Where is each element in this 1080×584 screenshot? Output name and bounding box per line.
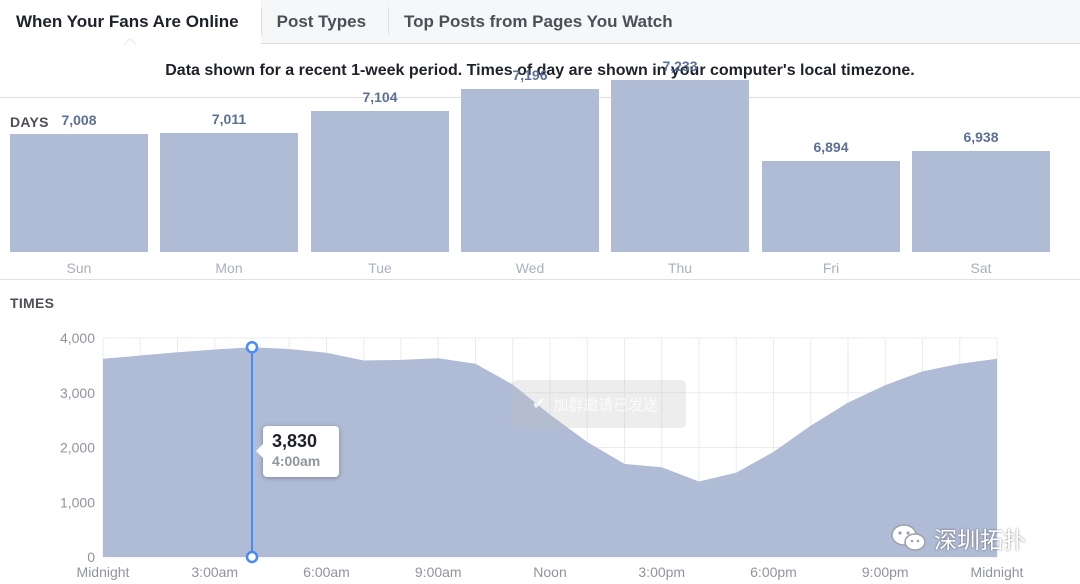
day-label: Tue xyxy=(368,260,392,276)
highlight-point-bottom xyxy=(245,550,259,564)
x-tick-label: 9:00am xyxy=(415,564,462,580)
x-tick-label: 3:00pm xyxy=(638,564,685,580)
times-area-chart: 0 1,000 2,000 3,000 4,000 Midnight 3:00am 6:00a… xyxy=(60,330,1024,580)
day-label: Sat xyxy=(970,260,992,276)
x-tick-label: 9:00pm xyxy=(862,564,909,580)
day-value: 7,196 xyxy=(512,66,548,83)
tab-label: Post Types xyxy=(276,11,367,31)
y-tick-label: 0 xyxy=(87,549,95,565)
wechat-icon xyxy=(891,524,926,551)
day-label: Wed xyxy=(515,260,545,276)
watermark-text: 深圳拓扑 xyxy=(934,527,1026,553)
day-value: 7,233 xyxy=(662,58,698,75)
day-column[interactable]: 7,104 Tue xyxy=(311,89,449,278)
day-label: Thu xyxy=(667,260,693,276)
day-label: Mon xyxy=(215,260,243,276)
day-column[interactable]: 6,938 Sat xyxy=(912,128,1050,278)
tab-when-fans-online[interactable]: When Your Fans Are Online xyxy=(0,0,261,45)
day-bar xyxy=(461,88,599,252)
day-value: 6,938 xyxy=(963,128,999,145)
day-label: Sun xyxy=(66,260,92,276)
x-tick-label: 3:00am xyxy=(191,564,238,580)
y-tick-label: 1,000 xyxy=(60,494,95,510)
watermark: 深圳拓扑 xyxy=(890,521,1026,555)
day-bar xyxy=(311,111,449,252)
insights-tab-bar: When Your Fans Are Online Post Types Top… xyxy=(0,0,1080,45)
checkmark-icon: ✔ xyxy=(532,396,546,413)
day-column[interactable]: 7,011 Mon xyxy=(160,111,298,278)
day-value: 7,104 xyxy=(362,89,398,106)
tab-top-posts-pages-watch[interactable]: Top Posts from Pages You Watch xyxy=(388,0,695,43)
x-tick-label: Noon xyxy=(533,564,566,580)
times-section-title: TIMES xyxy=(10,295,55,311)
x-tick-label: Midnight xyxy=(77,564,130,580)
days-section-title: DAYS xyxy=(10,114,49,130)
x-tick-label: Midnight xyxy=(971,564,1024,580)
tooltip-value: 3,830 xyxy=(272,431,318,451)
day-column[interactable]: 6,894 Fri xyxy=(762,130,900,278)
y-tick-label: 3,000 xyxy=(60,385,95,401)
tab-post-types[interactable]: Post Types xyxy=(260,0,388,43)
day-column[interactable]: 7,008 Sun xyxy=(10,112,148,278)
tab-label: When Your Fans Are Online xyxy=(16,12,239,31)
x-tick-label: 6:00pm xyxy=(750,564,797,580)
y-tick-label: 4,000 xyxy=(60,330,95,346)
toast-text: 加群邀请已发送 xyxy=(553,396,659,414)
day-value: 7,008 xyxy=(61,112,97,129)
tab-label: Top Posts from Pages You Watch xyxy=(404,11,673,31)
day-bar xyxy=(611,80,749,252)
day-column[interactable]: 7,233 Thu xyxy=(611,58,749,278)
day-bar xyxy=(912,150,1050,252)
day-bar xyxy=(160,133,298,252)
day-label: Fri xyxy=(822,260,840,276)
day-bar xyxy=(10,134,148,252)
section-divider xyxy=(0,279,1080,280)
chart-tooltip: 3,830 4:00am xyxy=(256,426,339,477)
tooltip-time: 4:00am xyxy=(272,453,321,469)
day-bar xyxy=(762,161,900,252)
toast-notification: ✔ 加群邀请已发送 xyxy=(512,380,686,428)
day-value: 7,011 xyxy=(211,111,247,128)
day-value: 6,894 xyxy=(813,139,849,156)
day-column[interactable]: 7,196 Wed xyxy=(461,67,599,278)
times-area-series xyxy=(103,347,997,557)
x-tick-label: 6:00am xyxy=(303,564,350,580)
highlight-point-top xyxy=(245,341,259,354)
y-tick-label: 2,000 xyxy=(60,440,95,456)
